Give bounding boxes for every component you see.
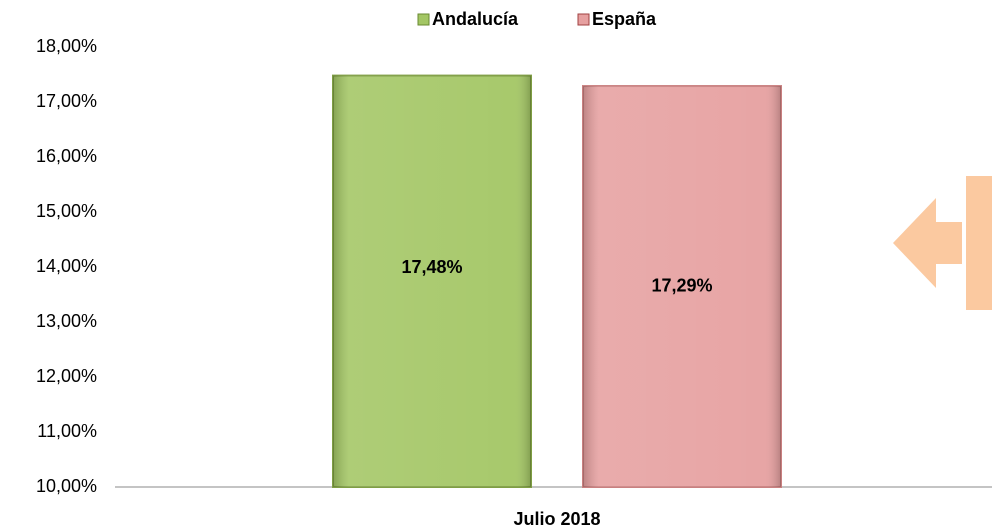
y-tick-label: 16,00% <box>36 146 97 166</box>
bar-shade <box>583 86 781 488</box>
y-tick-label: 13,00% <box>36 311 97 331</box>
bar-shade <box>333 75 531 487</box>
legend-label: Andalucía <box>432 9 519 29</box>
legend-label: España <box>592 9 657 29</box>
y-tick-label: 12,00% <box>36 366 97 386</box>
y-tick-label: 11,00% <box>37 421 97 441</box>
y-tick-label: 18,00% <box>36 36 97 56</box>
data-label: 17,29% <box>651 275 712 295</box>
x-tick-label: Julio 2018 <box>513 509 600 529</box>
callout-arrow <box>893 198 962 288</box>
callout-box <box>966 176 992 310</box>
y-tick-label: 10,00% <box>36 476 97 496</box>
y-tick-label: 15,00% <box>36 201 97 221</box>
legend-swatch <box>417 13 430 26</box>
y-tick-label: 17,00% <box>36 91 97 111</box>
legend-swatch <box>577 13 590 26</box>
data-label: 17,48% <box>401 257 462 277</box>
y-tick-label: 14,00% <box>36 256 97 276</box>
